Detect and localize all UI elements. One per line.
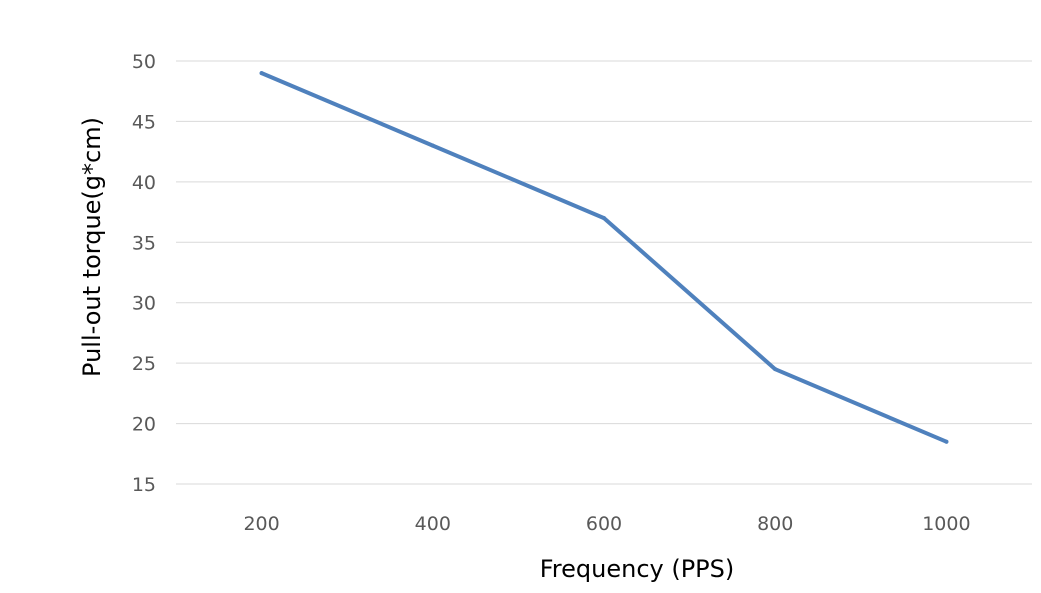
gridlines — [176, 60, 1032, 485]
x-tick-label-200: 200 — [243, 513, 279, 535]
y-tick-label-35: 35 — [132, 232, 156, 254]
x-axis-ticks: 200 400 600 800 1000 — [243, 513, 970, 535]
series-line-0 — [259, 71, 949, 444]
x-tick-label-600: 600 — [586, 513, 622, 535]
y-tick-label-25: 25 — [132, 353, 156, 375]
y-tick-label-20: 20 — [132, 414, 156, 436]
y-tick-label-45: 45 — [132, 111, 156, 133]
x-tick-label-400: 400 — [415, 513, 451, 535]
data-point-600 — [602, 216, 606, 221]
data-point-800 — [773, 367, 778, 372]
x-tick-label-1000: 1000 — [922, 513, 970, 535]
series-layer — [259, 71, 949, 444]
y-axis-ticks: 15 20 25 30 35 40 45 50 — [132, 51, 156, 496]
data-point-400 — [430, 143, 435, 148]
y-axis-title: Pull-out torque(g*cm) — [78, 117, 106, 377]
y-tick-label-40: 40 — [132, 172, 156, 194]
x-tick-label-800: 800 — [757, 513, 793, 535]
x-axis-title: Frequency (PPS) — [540, 555, 735, 583]
data-point-1000 — [944, 439, 949, 444]
y-tick-label-50: 50 — [132, 51, 156, 73]
y-tick-label-15: 15 — [132, 474, 156, 496]
data-point-200 — [259, 71, 264, 76]
y-tick-label-30: 30 — [132, 293, 156, 315]
